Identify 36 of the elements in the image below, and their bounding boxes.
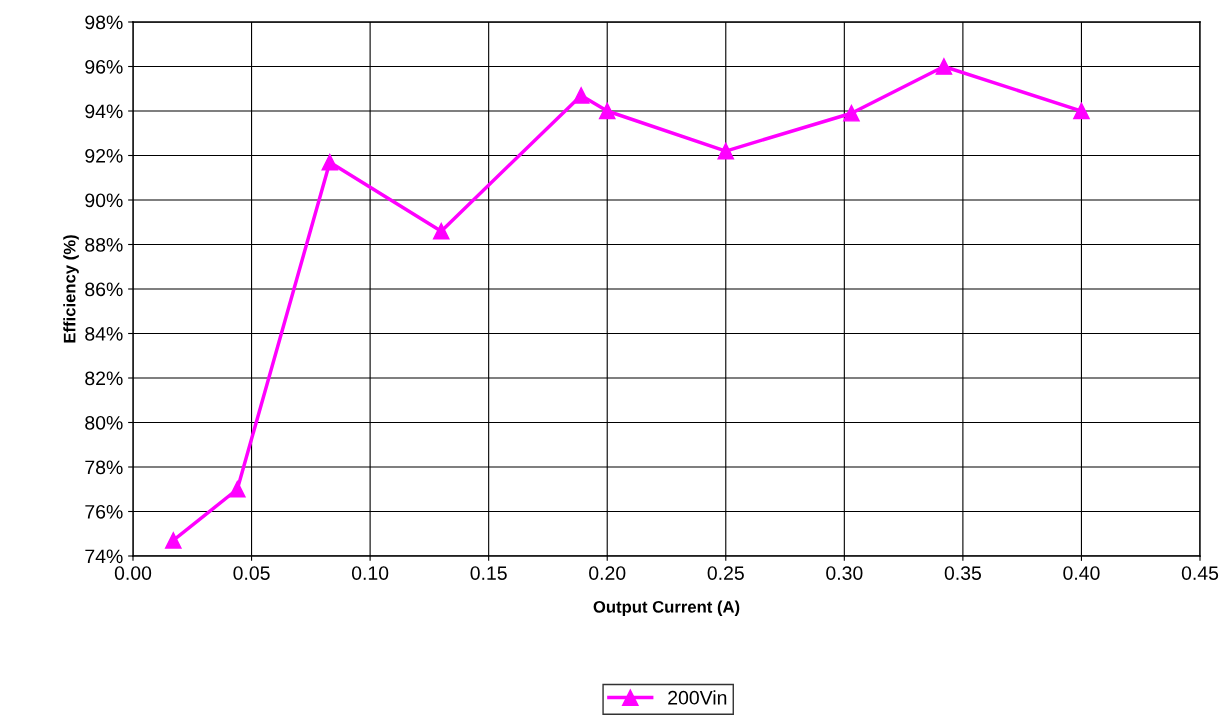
- y-tick-label: 76%: [85, 504, 123, 519]
- y-tick-label: 90%: [85, 193, 123, 208]
- x-tick-label: 0.00: [114, 566, 152, 580]
- y-tick-label: 84%: [85, 326, 123, 341]
- y-tick-label: 94%: [85, 104, 123, 119]
- y-tick-label: 78%: [85, 460, 123, 475]
- point: [843, 104, 860, 122]
- x-tick-label: 0.10: [351, 566, 389, 580]
- legend-label: 200Vin: [668, 690, 727, 705]
- y-tick-label: 88%: [85, 237, 123, 252]
- x-tick-label: 0.25: [707, 566, 744, 580]
- x-tick-label: 0.35: [944, 566, 981, 580]
- y-tick-label: 82%: [85, 371, 123, 386]
- x-tick-label: 0.45: [1181, 566, 1219, 580]
- x-tick-label: 0.20: [589, 566, 626, 580]
- point: [717, 142, 735, 160]
- y-tick-label: 96%: [85, 59, 123, 74]
- y-tick-label: 98%: [85, 15, 123, 30]
- point: [598, 102, 616, 120]
- point: [321, 153, 339, 171]
- y-tick-label: 92%: [85, 148, 123, 163]
- y-tick-label: 86%: [85, 282, 123, 297]
- point: [1073, 102, 1090, 120]
- x-tick-label: 0.05: [233, 566, 270, 580]
- point: [935, 58, 953, 75]
- y-tick-label: 74%: [85, 549, 123, 564]
- x-axis-title: Output Current (A): [593, 600, 740, 617]
- x-tick-label: 0.30: [826, 566, 863, 580]
- y-tick-label: 80%: [85, 415, 123, 430]
- point: [432, 222, 450, 240]
- y-axis-title: Efficiency (%): [63, 235, 79, 343]
- point: [164, 532, 182, 549]
- x-tick-label: 0.40: [1063, 566, 1100, 580]
- point: [228, 480, 246, 498]
- point: [572, 87, 590, 104]
- x-tick-label: 0.15: [470, 566, 507, 580]
